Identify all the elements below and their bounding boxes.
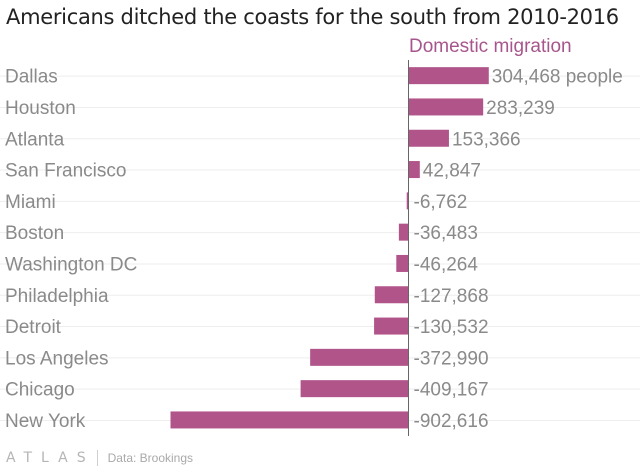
category-label-atlanta: Atlanta	[5, 129, 65, 150]
value-label-atlanta: 153,366	[452, 129, 521, 150]
value-label-san-francisco: 42,847	[423, 161, 481, 182]
bar-philadelphia	[374, 286, 409, 304]
category-label-los-angeles: Los Angeles	[5, 348, 109, 369]
category-label-san-francisco: San Francisco	[5, 161, 126, 182]
value-label-philadelphia: -127,868	[414, 286, 489, 307]
footer: ATLAS Data: Brookings	[6, 450, 193, 466]
bar-miami	[406, 192, 409, 210]
category-label-washington-dc: Washington DC	[5, 254, 137, 275]
bar-new-york	[170, 411, 409, 429]
bar-atlanta	[408, 129, 449, 147]
category-label-houston: Houston	[5, 98, 76, 119]
value-label-houston: 283,239	[486, 98, 555, 119]
category-label-boston: Boston	[5, 223, 64, 244]
category-labels: Dallas Houston Atlanta San Francisco Miami Bo…	[5, 67, 137, 432]
category-label-dallas: Dallas	[5, 67, 58, 88]
value-label-boston: -36,483	[414, 223, 478, 244]
bar-houston	[408, 98, 484, 116]
category-label-detroit: Detroit	[5, 317, 62, 338]
footer-divider	[96, 450, 98, 466]
bar-dallas	[408, 67, 489, 85]
category-label-philadelphia: Philadelphia	[5, 286, 109, 307]
bars	[170, 67, 489, 429]
value-label-washington-dc: -46,264	[414, 254, 479, 275]
chart-title: Americans ditched the coasts for the sou…	[6, 5, 619, 29]
category-label-new-york: New York	[5, 411, 86, 432]
value-label-miami: -6,762	[414, 192, 468, 213]
category-label-chicago: Chicago	[5, 380, 75, 401]
source-note: Data: Brookings	[107, 451, 194, 465]
value-label-dallas: 304,468 people	[492, 67, 623, 88]
value-label-los-angeles: -372,990	[414, 348, 489, 369]
value-labels: 304,468 people 283,239 153,366 42,847 -6,762…	[414, 67, 623, 432]
series-header: Domestic migration	[409, 36, 572, 57]
category-label-miami: Miami	[5, 192, 56, 213]
bar-chicago	[300, 380, 409, 398]
bar-washington-dc	[396, 254, 409, 272]
bar-los-angeles	[310, 348, 409, 366]
atlas-logo: ATLAS	[6, 450, 95, 466]
value-label-chicago: -409,167	[414, 380, 489, 401]
bar-san-francisco	[408, 161, 420, 179]
bar-boston	[398, 223, 409, 241]
value-label-detroit: -130,532	[414, 317, 489, 338]
bar-detroit	[374, 317, 409, 335]
value-label-new-york: -902,616	[414, 411, 489, 432]
